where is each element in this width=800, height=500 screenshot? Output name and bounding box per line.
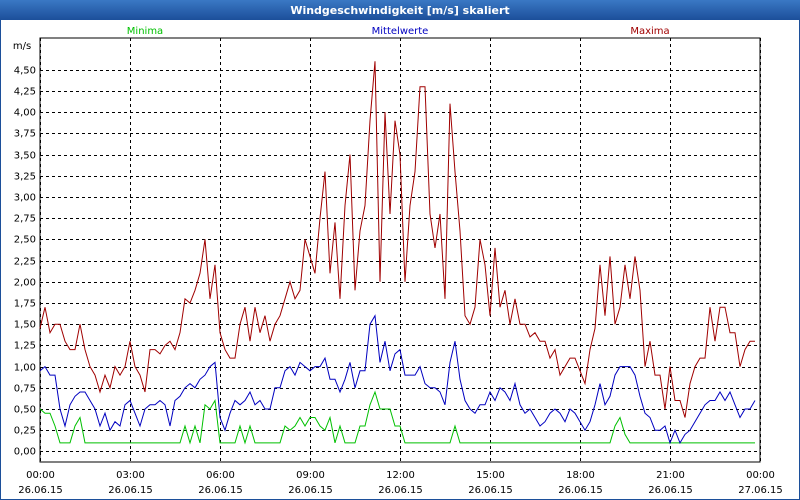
- y-axis-label: m/s: [13, 41, 31, 52]
- x-tick-date: 27.06.15: [738, 485, 783, 496]
- y-tick-label: 2,25: [14, 257, 36, 268]
- y-tick-label: 1,00: [14, 363, 36, 374]
- y-tick-label: 3,75: [14, 129, 36, 140]
- x-tick-label: 12:00: [386, 470, 415, 481]
- chart-title: Windgeschwindigkeit [m/s] skaliert: [290, 4, 509, 17]
- y-tick-label: 0,50: [14, 405, 36, 416]
- x-tick-label: 09:00: [296, 470, 325, 481]
- y-tick-label: 2,50: [14, 235, 36, 246]
- x-tick-label: 15:00: [476, 470, 505, 481]
- y-tick-label: 0,75: [14, 384, 36, 395]
- series-line: [39, 314, 756, 445]
- x-tick-label: 06:00: [206, 470, 235, 481]
- y-tick-label: 2,75: [14, 214, 36, 225]
- x-tick-date: 26.06.15: [18, 485, 63, 496]
- y-tick-label: 1,50: [14, 320, 36, 331]
- x-tick-label: 18:00: [566, 470, 595, 481]
- x-tick-date: 26.06.15: [108, 485, 153, 496]
- y-tick-label: 0,00: [14, 447, 36, 458]
- legend-label: Mittelwerte: [372, 26, 429, 37]
- x-tick-date: 26.06.15: [198, 485, 243, 496]
- x-tick-date: 26.06.15: [648, 485, 693, 496]
- y-tick-label: 4,50: [14, 66, 36, 77]
- x-tick-label: 00:00: [746, 470, 775, 481]
- y-tick-label: 1,75: [14, 299, 36, 310]
- series-line: [39, 61, 755, 418]
- legend-label: Maxima: [630, 26, 669, 37]
- x-tick-label: 03:00: [116, 470, 145, 481]
- y-tick-label: 4,00: [14, 108, 36, 119]
- y-tick-label: 4,25: [14, 87, 36, 98]
- title-bar: [0, 0, 800, 20]
- y-tick-label: 3,25: [14, 172, 36, 183]
- y-tick-label: 3,00: [14, 193, 36, 204]
- y-tick-label: 0,25: [14, 426, 36, 437]
- y-tick-label: 1,25: [14, 341, 36, 352]
- x-tick-date: 26.06.15: [558, 485, 603, 496]
- x-tick-date: 26.06.15: [468, 485, 513, 496]
- x-tick-label: 21:00: [656, 470, 685, 481]
- x-tick-label: 00:00: [26, 470, 55, 481]
- y-tick-label: 3,50: [14, 151, 36, 162]
- y-tick-label: 2,00: [14, 278, 36, 289]
- legend-label: Minima: [127, 26, 163, 37]
- x-tick-date: 26.06.15: [288, 485, 333, 496]
- x-tick-date: 26.06.15: [378, 485, 423, 496]
- series-line: [39, 390, 755, 445]
